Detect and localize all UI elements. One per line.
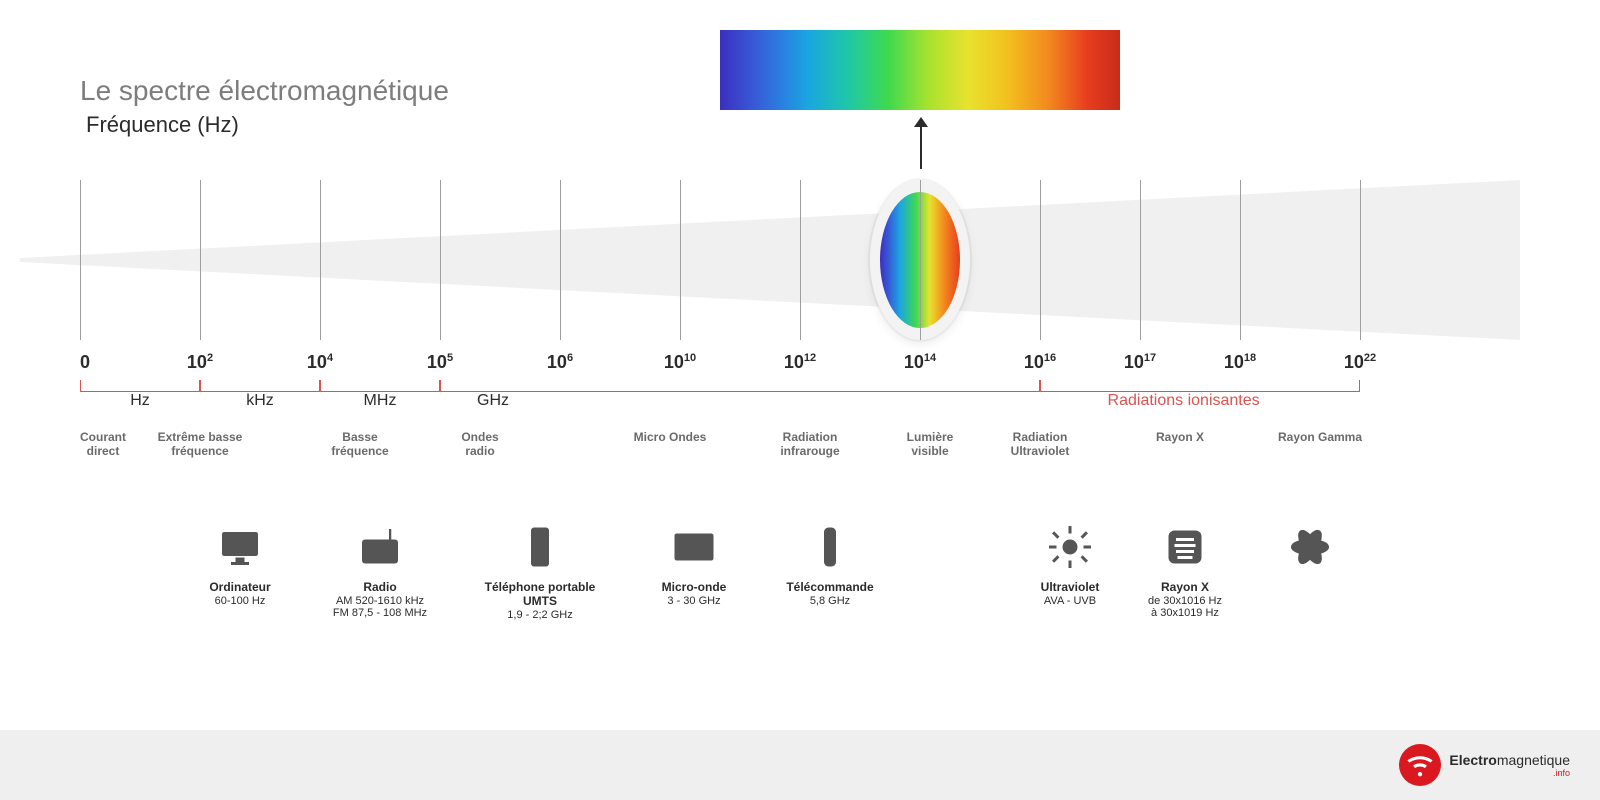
remote-icon: [755, 520, 905, 574]
axis-tick: [1360, 180, 1361, 340]
spectrum-category: Basse fréquence: [331, 430, 388, 459]
axis-tick-label: 102: [187, 352, 213, 373]
axis-tick: [1040, 180, 1041, 340]
device-item: RadioAM 520-1610 kHz FM 87,5 - 108 MHz: [305, 520, 455, 619]
axis-tick: [80, 180, 81, 340]
axis-tick-label: 1012: [784, 352, 816, 373]
chart-title: Le spectre électromagnétique: [80, 75, 449, 107]
axis-tick-label: 104: [307, 352, 333, 373]
device-sub: de 30x1016 Hz à 30x1019 Hz: [1110, 595, 1260, 619]
device-title: Ordinateur: [165, 580, 315, 594]
device-sub: 60-100 Hz: [165, 595, 315, 607]
unit-bracket-label: GHz: [471, 392, 515, 410]
device-title: Rayon X: [1110, 580, 1260, 594]
footer: Electromagnetique .info: [0, 730, 1600, 800]
chart-subtitle: Fréquence (Hz): [86, 112, 239, 138]
device-title: Téléphone portable UMTS: [465, 580, 615, 608]
axis-tick-label: 1010: [664, 352, 696, 373]
axis-tick-label: 1018: [1224, 352, 1256, 373]
device-sub: 1,9 - 2;2 GHz: [465, 609, 615, 621]
device-item: Ordinateur60-100 Hz: [165, 520, 315, 607]
axis-tick: [1140, 180, 1141, 340]
spectrum-category: Radiation Ultraviolet: [1011, 430, 1070, 459]
device-item: Téléphone portable UMTS1,9 - 2;2 GHz: [465, 520, 615, 621]
device-item: Télécommande5,8 GHz: [755, 520, 905, 607]
device-title: Télécommande: [755, 580, 905, 594]
radio-icon: [305, 520, 455, 574]
spectrum-chart: Le spectre électromagnétique Fréquence (…: [80, 0, 1520, 720]
unit-bracket: kHz: [200, 380, 320, 392]
device-item: [1235, 520, 1385, 580]
spectrum-category: Ondes radio: [461, 430, 498, 459]
spectrum-category: Courant direct: [80, 430, 126, 459]
device-item: Micro-onde3 - 30 GHz: [619, 520, 769, 607]
device-sub: 3 - 30 GHz: [619, 595, 769, 607]
device-sub: AM 520-1610 kHz FM 87,5 - 108 MHz: [305, 595, 455, 619]
spectrum-category: Micro Ondes: [634, 430, 707, 444]
unit-bracket-label: MHz: [358, 392, 403, 410]
unit-bracket-label: Radiations ionisantes: [1102, 392, 1266, 410]
axis-tick-label: 1017: [1124, 352, 1156, 373]
emission-cone-background: [20, 180, 1520, 340]
axis-tick-label: 1016: [1024, 352, 1056, 373]
unit-bracket-label: Hz: [124, 392, 156, 410]
spectrum-category: Lumière visible: [907, 430, 954, 459]
visible-spectrum-bar: [720, 30, 1120, 110]
axis-tick: [800, 180, 801, 340]
axis-tick: [320, 180, 321, 340]
axis-tick: [200, 180, 201, 340]
unit-bracket: Radiations ionisantes: [1040, 380, 1360, 392]
device-sub: 5,8 GHz: [755, 595, 905, 607]
device-title: Radio: [305, 580, 455, 594]
unit-bracket-label: kHz: [240, 392, 280, 410]
axis-tick: [1240, 180, 1241, 340]
unit-bracket: GHz: [440, 380, 1040, 392]
unit-bracket: Hz: [80, 380, 200, 392]
axis-tick-label: 106: [547, 352, 573, 373]
monitor-icon: [165, 520, 315, 574]
device-title: Micro-onde: [619, 580, 769, 594]
axis-tick-label: 105: [427, 352, 453, 373]
axis-tick: [680, 180, 681, 340]
phone-icon: [465, 520, 615, 574]
frequency-axis: 0102104105106101010121014101610171018102…: [80, 180, 1520, 340]
spectrum-category: Rayon Gamma: [1278, 430, 1362, 444]
brand-text: Electromagnetique: [1449, 752, 1570, 768]
axis-tick: [920, 180, 921, 340]
brand-logo: Electromagnetique .info: [1399, 744, 1570, 786]
spectrum-category: Radiation infrarouge: [780, 430, 839, 459]
spectrum-category: Extrême basse fréquence: [158, 430, 243, 459]
spectrum-category: Rayon X: [1156, 430, 1204, 444]
brand-tag: .info: [1449, 768, 1570, 778]
atom-icon: [1235, 520, 1385, 574]
axis-tick-label: 1014: [904, 352, 936, 373]
unit-bracket: MHz: [320, 380, 440, 392]
axis-tick-label: 1022: [1344, 352, 1376, 373]
axis-tick: [560, 180, 561, 340]
wifi-icon: [1399, 744, 1441, 786]
microwave-icon: [619, 520, 769, 574]
axis-tick-label: 0: [80, 352, 90, 373]
axis-tick: [440, 180, 441, 340]
